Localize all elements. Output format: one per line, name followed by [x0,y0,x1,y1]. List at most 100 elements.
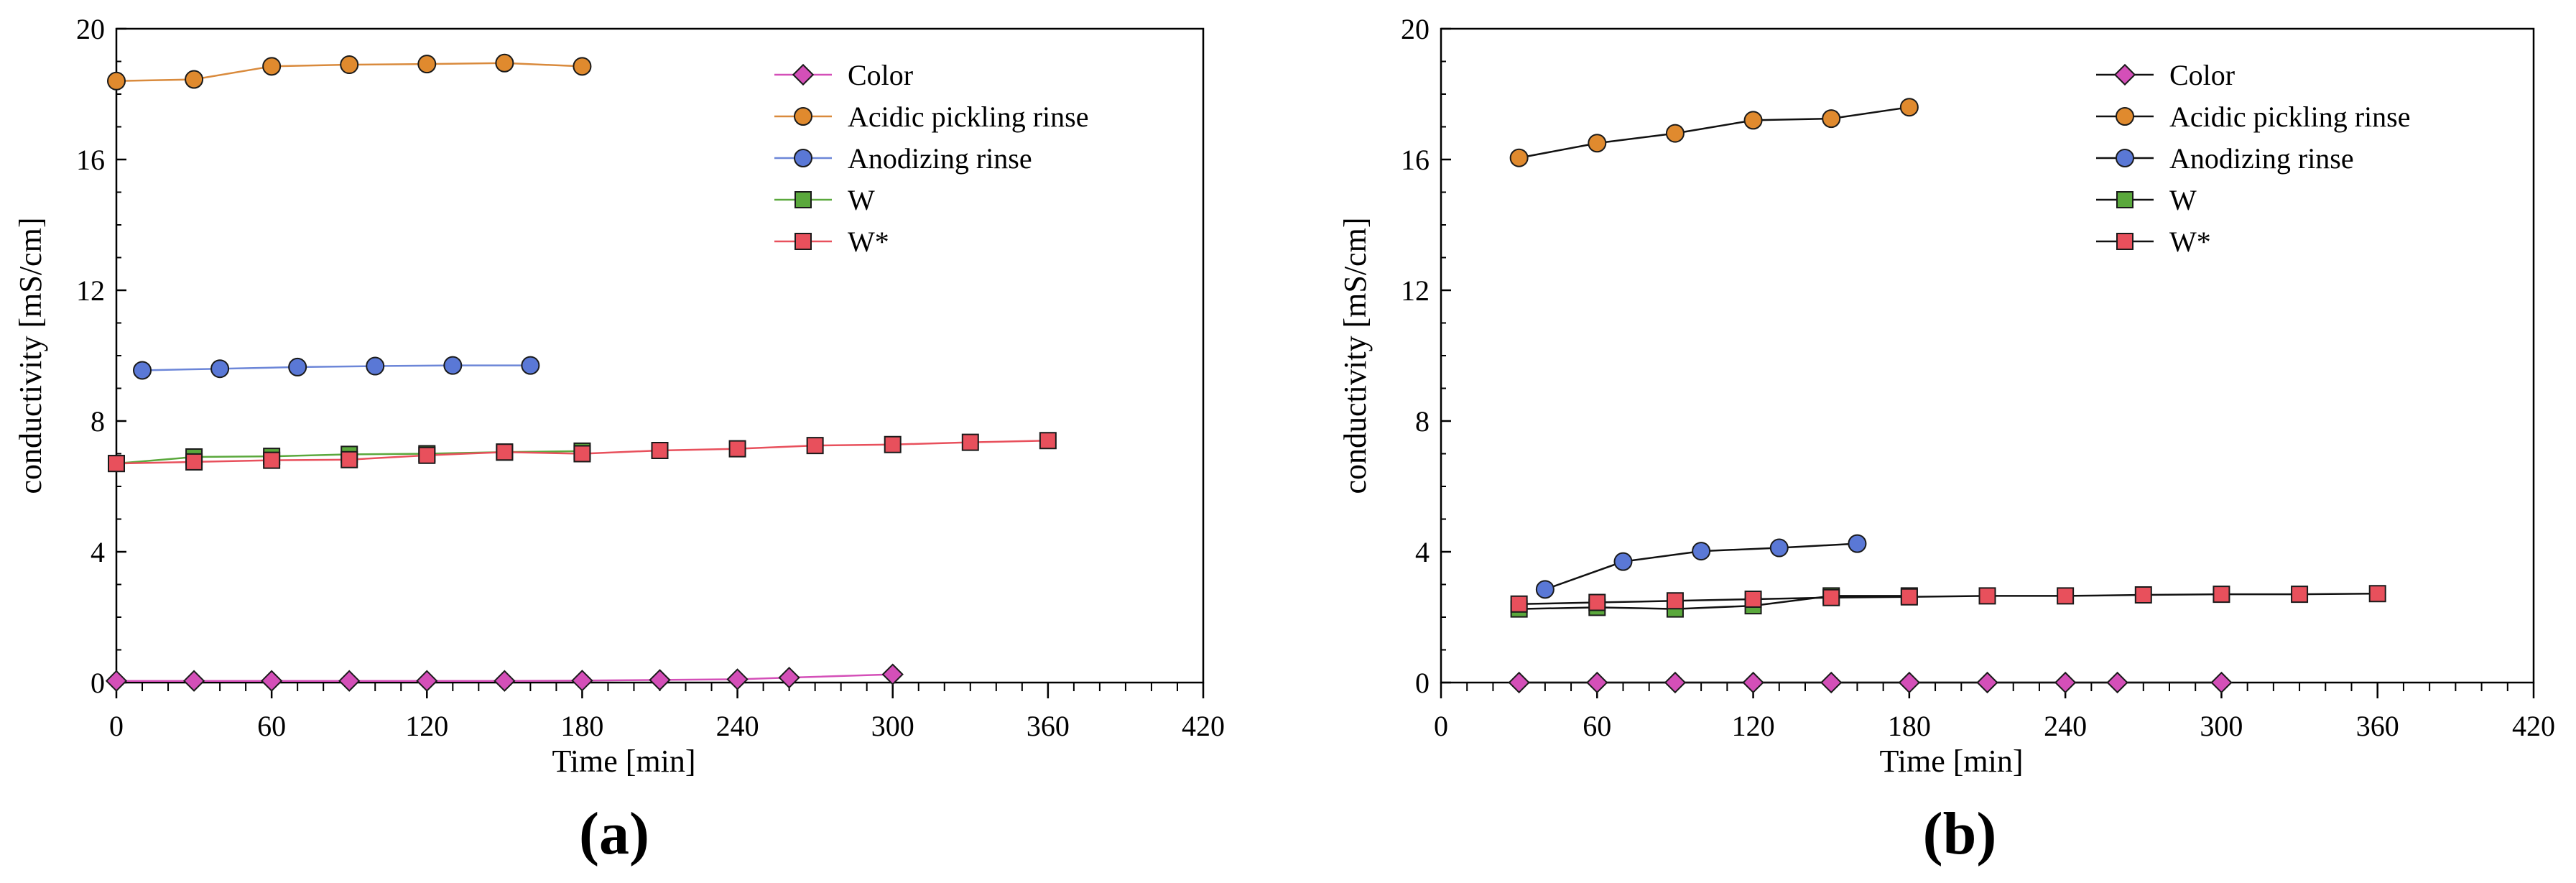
x-tick-label: 0 [109,710,124,742]
data-point [573,57,592,76]
data-point [1664,671,1687,694]
y-tick-label: 20 [76,13,105,45]
legend-marker [792,63,815,86]
legend-label: Acidic pickling rinse [848,101,1088,133]
legend-marker [2116,107,2134,126]
data-point [1820,671,1843,694]
data-point [1586,671,1608,694]
data-point [263,451,281,469]
legend-marker [2113,63,2136,86]
data-point [185,70,204,89]
x-tick-label: 300 [2200,710,2243,742]
data-point [1692,542,1711,561]
x-tick-label: 60 [257,710,286,742]
legend-marker [2116,233,2133,250]
data-point [728,440,746,458]
data-point [2106,671,2128,694]
legend-label: Acidic pickling rinse [2169,101,2410,133]
data-point [571,670,593,692]
legend-label: W* [2169,226,2211,258]
chart-panel-a: (a) 0 4 8 12 16 20 0 60 120 180 240 300 360 420 Time [… [13,13,1225,867]
data-point [2054,671,2077,694]
data-point [340,450,358,468]
data-point [1848,534,1867,553]
data-point [649,669,671,691]
y-tick-label: 8 [1415,405,1430,438]
y-tick-label: 4 [91,536,105,568]
data-point [806,437,824,455]
x-tick-label: 120 [405,710,448,742]
x-tick-label: 300 [871,710,914,742]
series-acidic-pickling-rinse [107,53,592,91]
data-point [1535,580,1555,599]
y-tick-label: 12 [1401,274,1430,307]
series-line [1519,592,2378,606]
legend-label: Color [848,59,913,91]
data-point [133,361,152,380]
data-point [573,445,591,463]
data-point [1588,134,1607,153]
chart-panel-b: (b) 0 4 8 12 16 20 0 60 120 180 240 300 360 420 Time [… [1338,13,2555,867]
data-point [1822,588,1840,606]
data-point [2134,586,2152,604]
data-point [1666,592,1684,610]
series-anodizing-rinse [133,356,540,380]
data-point [1743,111,1763,130]
legend-marker [2116,191,2133,208]
data-point [495,53,514,73]
legend-label: W [848,184,875,216]
y-tick-label: 12 [76,274,105,307]
legend: Color Acidic pickling rinse Anodizing rins… [774,59,1088,258]
legend-label: Anodizing rinse [2169,142,2354,175]
data-point [107,71,126,91]
panel-label-a: (a) [579,800,649,867]
data-point [2291,586,2309,604]
data-point [1509,148,1529,167]
data-point [2368,585,2386,603]
x-axis-label: Time [min] [552,744,695,779]
series-line [1519,106,1910,159]
x-tick-label: 180 [560,710,603,742]
data-point [443,356,463,375]
x-tick-label: 360 [1027,710,1070,742]
data-point [416,670,438,692]
data-point [1665,124,1685,143]
data-point [651,441,669,459]
data-point [1039,432,1057,450]
x-tick-label: 420 [1182,710,1225,742]
data-point [1508,671,1530,694]
data-point [496,443,514,461]
data-point [1744,590,1762,608]
data-point [1900,588,1918,606]
data-point [1898,671,1921,694]
data-point [521,356,540,375]
data-point [338,670,361,692]
x-axis-label: Time [min] [1879,744,2023,779]
legend-label: Color [2169,59,2235,91]
data-point [1899,98,1919,117]
data-point [726,668,749,690]
data-point [2213,586,2230,604]
data-point [108,455,125,473]
data-point [1769,538,1789,558]
data-point [2057,587,2075,605]
series-w- [1510,585,2386,613]
y-axis-label: conductivity [mS/cm] [1338,218,1373,494]
legend-marker [794,233,812,250]
y-tick-label: 16 [76,144,105,176]
data-point [260,670,283,692]
x-tick-label: 120 [1732,710,1775,742]
series-color [105,663,904,692]
legend-marker [2116,149,2134,167]
data-point [262,57,282,76]
data-point [1742,671,1764,694]
x-tick-label: 360 [2356,710,2399,742]
data-point [105,670,128,692]
y-tick-label: 8 [91,405,105,438]
x-tick-label: 240 [716,710,759,742]
data-point [881,663,904,685]
x-tick-label: 240 [2044,710,2087,742]
panel-label-b: (b) [1923,800,1997,867]
legend-label: W [2169,184,2197,216]
